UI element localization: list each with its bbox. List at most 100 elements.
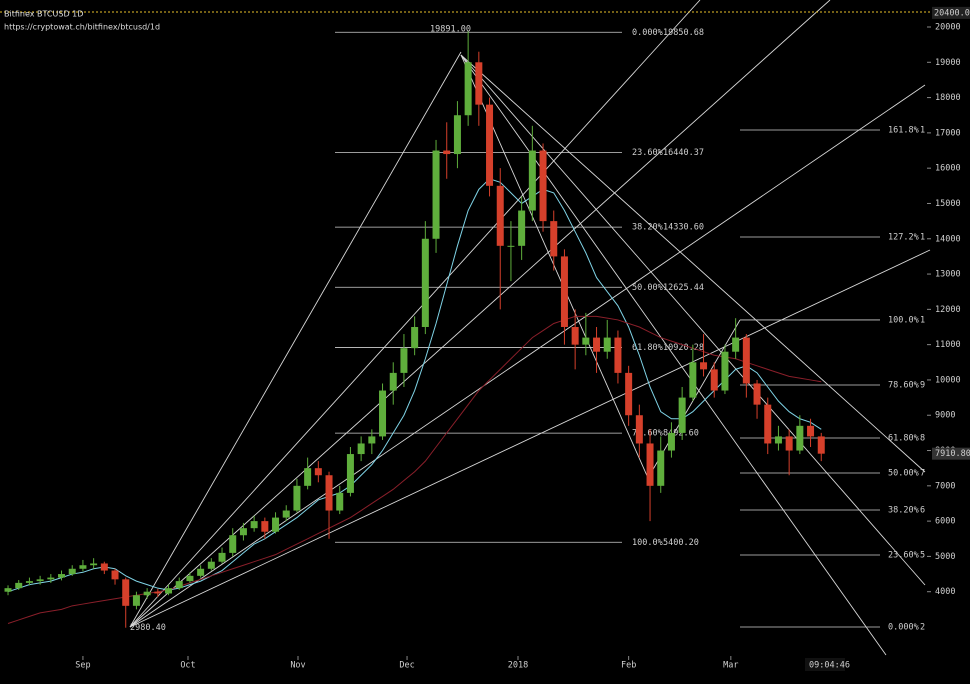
fib-ext-tail: 8	[920, 434, 925, 444]
fib-price: 10920.28	[663, 343, 704, 353]
fib-price: 14330.60	[663, 223, 704, 233]
trend-line	[129, 0, 701, 628]
moving-average	[7, 178, 822, 593]
candle-body	[817, 436, 825, 454]
candle-body	[571, 327, 579, 345]
timestamp: 09:04:46	[809, 661, 850, 671]
last-price-box	[932, 447, 970, 460]
candle-body	[593, 337, 601, 352]
fib-ratio: 23.60%	[632, 148, 663, 158]
candle-body	[400, 348, 408, 373]
candle-body	[475, 62, 483, 105]
fib-ext-ratio: 161.8%	[888, 125, 919, 135]
candle-body	[389, 372, 397, 391]
fib-ext-tail: 9	[920, 380, 925, 390]
candle-body	[528, 150, 536, 211]
trend-line	[460, 54, 926, 586]
fib-ratio: 78.60%	[632, 429, 663, 439]
candle-body	[411, 327, 419, 349]
y-tick-label: 16000	[935, 164, 961, 174]
candle-body	[175, 581, 183, 589]
candle-body	[721, 351, 729, 391]
fib-ext-ratio: 0.000%	[888, 623, 919, 633]
fib-ext-ratio: 61.80%	[888, 434, 919, 444]
candle-body	[689, 362, 697, 398]
candle-body	[207, 561, 215, 569]
candle-body	[293, 485, 301, 511]
candle-body	[111, 570, 119, 580]
candle-body	[15, 582, 23, 589]
candle-body	[807, 425, 815, 437]
candle-body	[197, 568, 205, 576]
fib-ext-tail: 7	[920, 468, 925, 478]
y-tick-label: 17000	[935, 128, 961, 138]
fib-price: 16440.37	[663, 148, 704, 158]
candle-body	[646, 443, 654, 486]
candle-body	[336, 492, 344, 511]
fib-ratio: 50.00%	[632, 283, 663, 293]
candle-body	[560, 256, 568, 327]
y-tick-label: 10000	[935, 375, 961, 385]
y-tick-label: 15000	[935, 199, 961, 209]
x-tick-label: Sep	[75, 661, 90, 671]
candle-body	[635, 415, 643, 444]
candle-body	[186, 575, 194, 582]
candle-body	[742, 337, 750, 384]
candle-body	[625, 372, 633, 416]
moving-average	[7, 315, 822, 624]
candle-body	[614, 337, 622, 373]
candle-body	[239, 528, 247, 536]
trend-line	[460, 54, 887, 656]
candle-body	[68, 568, 76, 575]
y-tick-label: 19000	[935, 58, 961, 68]
candle-body	[36, 579, 44, 582]
trend-line	[129, 0, 831, 628]
y-tick-label: 6000	[935, 517, 955, 527]
fib-price: 19850.68	[663, 28, 704, 38]
candle-body	[357, 443, 365, 455]
fib-ext-ratio: 127.2%	[888, 233, 919, 243]
candle-body	[143, 591, 151, 596]
x-tick-label: Nov	[290, 661, 305, 671]
candle-body	[304, 468, 312, 486]
candle-body	[464, 62, 472, 116]
candle-body	[453, 115, 461, 155]
candle-body	[732, 337, 740, 352]
candle-body	[346, 454, 354, 493]
candle-body	[25, 581, 33, 583]
candle-body	[154, 591, 162, 594]
candle-body	[58, 574, 66, 578]
candle-body	[764, 404, 772, 444]
candle-body	[79, 565, 87, 569]
fib-ext-tail: 6	[920, 506, 925, 516]
top-marker-box	[932, 6, 970, 19]
y-tick-label: 14000	[935, 234, 961, 244]
candle-body	[518, 210, 526, 246]
fib-ext-tail: 2	[920, 623, 925, 633]
fib-ratio: 0.000%	[632, 28, 663, 38]
y-tick-label: 13000	[935, 270, 961, 280]
candle-body	[282, 510, 290, 518]
annotation: 19891.00	[430, 24, 471, 34]
candle-body	[90, 563, 98, 566]
time-box	[805, 658, 845, 671]
y-tick-label: 20000	[935, 23, 961, 33]
fib-ext-ratio: 78.60%	[888, 380, 919, 390]
candle-body	[47, 577, 55, 580]
candle-body	[710, 369, 718, 391]
candle-body	[314, 468, 322, 476]
fib-ext-ratio: 100.0%	[888, 315, 919, 325]
candle-body	[753, 383, 761, 405]
y-tick-label: 18000	[935, 93, 961, 103]
fib-ext-tail: 5	[920, 551, 925, 561]
candle-body	[218, 552, 226, 562]
trend-line	[129, 249, 931, 628]
candle-body	[421, 238, 429, 327]
candle-body	[4, 588, 12, 592]
x-tick-label: Dec	[399, 661, 414, 671]
candle-body	[325, 475, 333, 511]
candle-body	[507, 245, 515, 247]
annotation: 2980.40	[130, 623, 166, 633]
candle-body	[229, 535, 237, 553]
